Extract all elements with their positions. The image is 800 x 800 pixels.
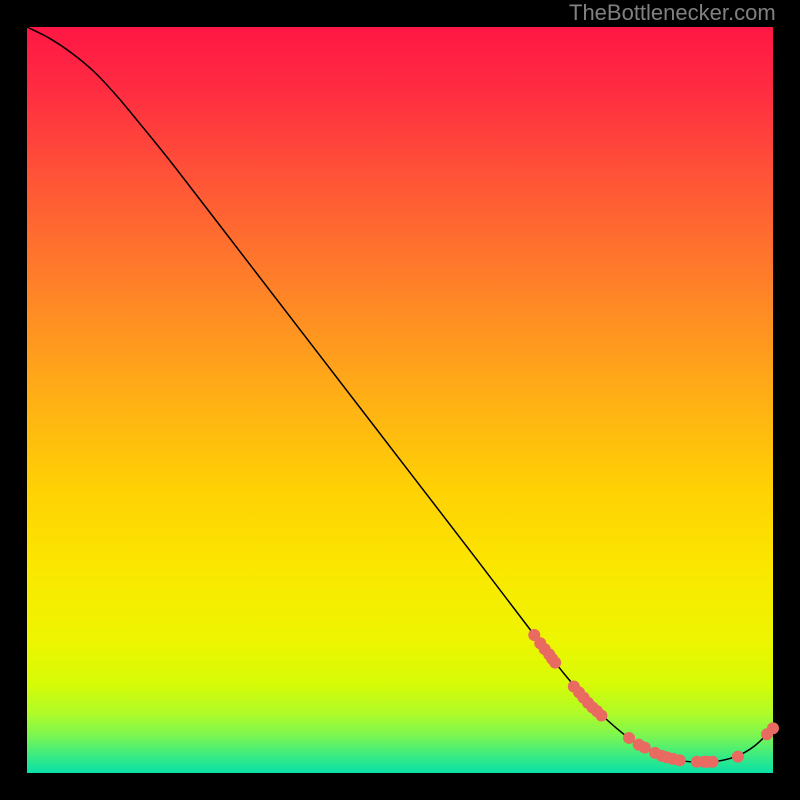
- data-marker: [732, 751, 744, 763]
- data-marker: [707, 756, 719, 768]
- chart-stage: TheBottlenecker.com: [0, 0, 800, 800]
- data-marker: [767, 722, 779, 734]
- data-marker: [674, 754, 686, 766]
- watermark-text: TheBottlenecker.com: [569, 0, 776, 26]
- bottleneck-chart: [0, 0, 800, 800]
- data-marker: [549, 657, 561, 669]
- data-marker: [639, 742, 651, 754]
- plot-background: [27, 27, 773, 773]
- data-marker: [595, 710, 607, 722]
- data-marker: [623, 732, 635, 744]
